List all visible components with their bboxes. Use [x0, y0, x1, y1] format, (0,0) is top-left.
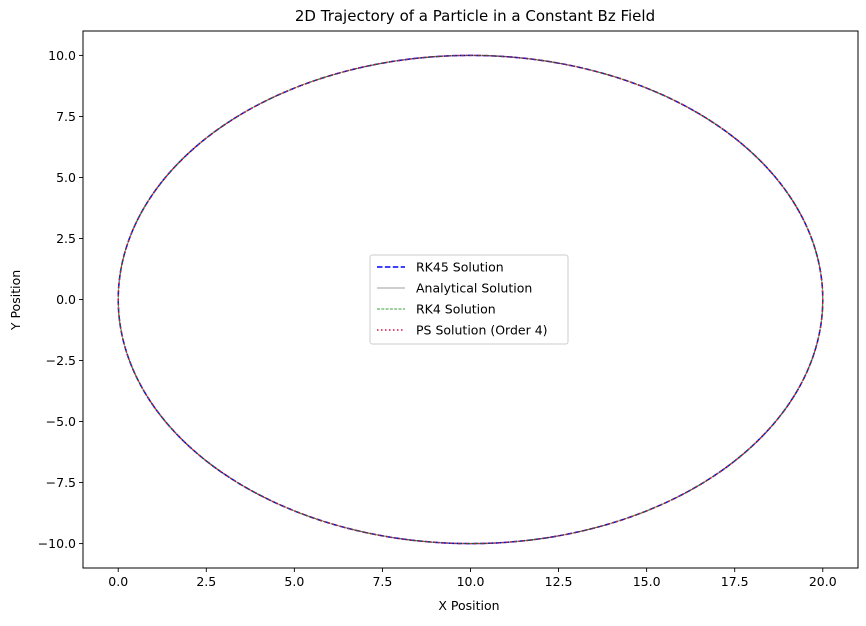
- x-tick-label: 12.5: [545, 574, 573, 589]
- y-tick-label: −5.0: [46, 414, 76, 429]
- x-tick-label: 5.0: [284, 574, 304, 589]
- legend-label: RK45 Solution: [416, 260, 504, 275]
- legend-label: Analytical Solution: [416, 281, 532, 296]
- x-tick-label: 17.5: [721, 574, 749, 589]
- y-tick-label: −2.5: [46, 353, 76, 368]
- y-tick-label: −10.0: [38, 536, 76, 551]
- y-tick-label: 10.0: [48, 48, 76, 63]
- legend-label: RK4 Solution: [416, 302, 496, 317]
- y-axis-label: Y Position: [8, 270, 23, 331]
- x-tick-label: 10.0: [457, 574, 485, 589]
- y-tick-label: 5.0: [56, 170, 76, 185]
- x-axis: 0.0 2.5 5.0 7.5 10.0 12.5 15.0 17.5 20.0: [108, 568, 837, 589]
- y-tick-label: −7.5: [46, 475, 76, 490]
- x-tick-label: 20.0: [809, 574, 837, 589]
- x-tick-label: 7.5: [372, 574, 392, 589]
- y-axis: −10.0 −7.5 −5.0 −2.5 0.0 2.5 5.0 7.5 10.0: [38, 48, 83, 551]
- legend: RK45 Solution Analytical Solution RK4 Solu…: [369, 254, 569, 345]
- chart-title: 2D Trajectory of a Particle in a Constan…: [295, 7, 655, 25]
- x-tick-label: 2.5: [196, 574, 216, 589]
- x-tick-label: 0.0: [108, 574, 128, 589]
- y-tick-label: 0.0: [56, 292, 76, 307]
- y-tick-label: 2.5: [56, 231, 76, 246]
- x-tick-label: 15.0: [633, 574, 661, 589]
- series-layer: [117, 54, 824, 545]
- x-axis-label: X Position: [438, 598, 499, 613]
- series-line-3: [117, 54, 824, 545]
- legend-label: PS Solution (Order 4): [416, 323, 548, 338]
- legend-box: [369, 254, 569, 345]
- y-tick-label: 7.5: [56, 109, 76, 124]
